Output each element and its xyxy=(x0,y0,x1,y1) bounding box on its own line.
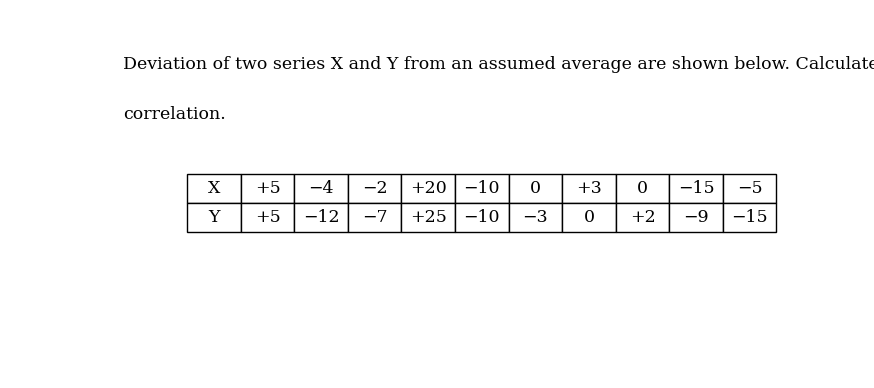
Bar xyxy=(295,203,348,232)
Text: −15: −15 xyxy=(732,209,768,226)
Bar xyxy=(615,203,669,232)
Text: −7: −7 xyxy=(362,209,387,226)
Text: −4: −4 xyxy=(309,180,334,197)
Bar xyxy=(669,173,723,203)
Text: −2: −2 xyxy=(362,180,387,197)
Text: +3: +3 xyxy=(576,180,602,197)
Text: +20: +20 xyxy=(410,180,447,197)
Bar xyxy=(509,203,562,232)
Bar xyxy=(615,173,669,203)
Text: 0: 0 xyxy=(584,209,594,226)
Bar xyxy=(669,203,723,232)
Text: −15: −15 xyxy=(677,180,714,197)
Text: X: X xyxy=(208,180,220,197)
Text: −9: −9 xyxy=(683,209,709,226)
Bar xyxy=(295,173,348,203)
Bar xyxy=(723,203,776,232)
Bar xyxy=(401,173,455,203)
Bar xyxy=(240,173,295,203)
Text: Deviation of two series X and Y from an assumed average are shown below. Calcula: Deviation of two series X and Y from an … xyxy=(122,55,874,73)
Text: −10: −10 xyxy=(463,180,500,197)
Bar xyxy=(455,173,509,203)
Text: correlation.: correlation. xyxy=(122,106,225,123)
Bar xyxy=(562,173,615,203)
Bar xyxy=(187,173,240,203)
Text: −12: −12 xyxy=(302,209,339,226)
Text: 0: 0 xyxy=(530,180,541,197)
Text: +25: +25 xyxy=(410,209,447,226)
Text: 0: 0 xyxy=(637,180,648,197)
Bar xyxy=(455,203,509,232)
Bar xyxy=(348,173,401,203)
Bar xyxy=(723,173,776,203)
Text: −5: −5 xyxy=(737,180,762,197)
Text: +5: +5 xyxy=(254,209,281,226)
Bar xyxy=(240,203,295,232)
Text: −10: −10 xyxy=(463,209,500,226)
Bar xyxy=(187,203,240,232)
Bar xyxy=(562,203,615,232)
Text: +5: +5 xyxy=(254,180,281,197)
Bar xyxy=(401,203,455,232)
Text: Y: Y xyxy=(208,209,219,226)
Bar xyxy=(509,173,562,203)
Bar xyxy=(348,203,401,232)
Text: −3: −3 xyxy=(523,209,548,226)
Text: +2: +2 xyxy=(629,209,656,226)
